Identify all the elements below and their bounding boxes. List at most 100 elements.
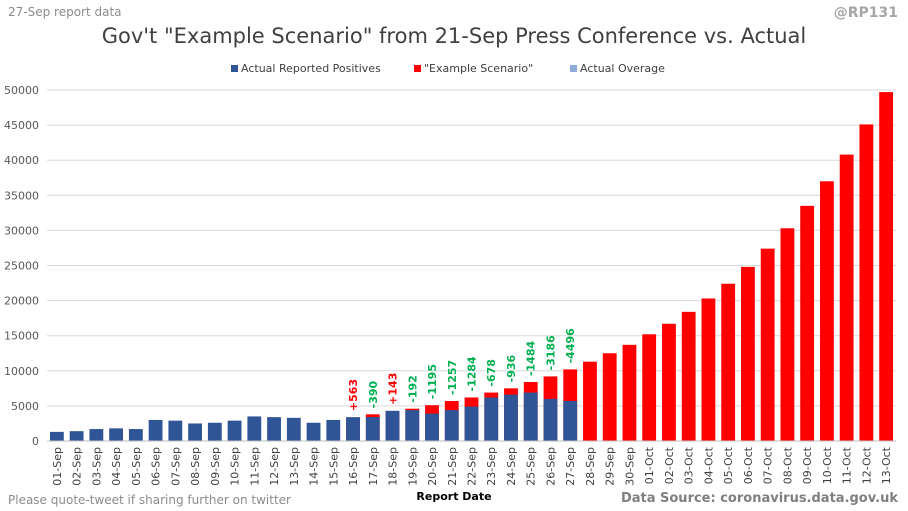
- x-tick-label: 28-Sep: [584, 447, 597, 486]
- report-date-label: 27-Sep report data: [8, 5, 122, 19]
- x-tick-label: 15-Sep: [327, 447, 340, 486]
- x-tick-label: 12-Oct: [860, 446, 873, 484]
- y-tick-label: 20000: [4, 295, 39, 308]
- x-tick-label: 12-Sep: [268, 447, 281, 486]
- y-tick-label: 35000: [4, 189, 39, 202]
- x-tick-label: 04-Oct: [702, 446, 715, 484]
- bar-actual-positives: [346, 417, 360, 441]
- bar-actual-positives: [49, 431, 64, 441]
- x-tick-label: 22-Sep: [466, 447, 479, 486]
- x-tick-label: 21-Sep: [446, 447, 459, 486]
- footer-note: Please quote-tweet if sharing further on…: [8, 493, 291, 507]
- difference-label: +563: [347, 379, 360, 411]
- x-tick-label: 04-Sep: [110, 447, 123, 486]
- difference-label: -678: [485, 359, 498, 387]
- bar-actual-positives: [207, 422, 222, 441]
- bar-example-scenario: [662, 323, 676, 441]
- y-tick-label: 30000: [4, 224, 39, 237]
- x-tick-label: 19-Sep: [406, 447, 419, 486]
- x-tick-label: 05-Oct: [722, 446, 735, 484]
- x-tick-label: 23-Sep: [485, 447, 498, 486]
- bar-example-scenario: [819, 181, 834, 441]
- bar-actual-positives: [464, 406, 479, 441]
- bar-example-scenario: [879, 92, 894, 441]
- x-tick-label: 06-Oct: [742, 446, 755, 484]
- x-tick-label: 02-Oct: [663, 446, 676, 484]
- x-tick-label: 11-Oct: [841, 446, 854, 484]
- difference-label: -1195: [426, 364, 439, 399]
- bar-actual-positives: [484, 397, 499, 441]
- x-tick-label: 17-Sep: [367, 447, 380, 486]
- legend-label: "Example Scenario": [424, 62, 533, 75]
- bar-actual-positives: [188, 423, 202, 441]
- bars: [49, 92, 894, 442]
- difference-label: -390: [367, 380, 380, 408]
- author-handle: @RP131: [833, 5, 898, 21]
- x-tick-label: 03-Sep: [90, 447, 103, 486]
- bar-example-scenario: [760, 248, 775, 441]
- x-tick-label: 20-Sep: [426, 447, 439, 486]
- legend-swatch: [231, 65, 238, 72]
- x-tick-label: 06-Sep: [150, 447, 163, 486]
- y-tick-label: 25000: [4, 260, 39, 273]
- bar-actual-positives: [227, 420, 242, 441]
- x-tick-label: 03-Oct: [683, 446, 696, 484]
- bar-actual-positives: [444, 410, 459, 441]
- legend-swatch: [414, 65, 421, 72]
- x-axis-ticks: 01-Sep 02-Sep 03-Sep 04-Sep 05-Sep 06-Sep 07-S…: [51, 446, 893, 485]
- bar-example-scenario: [859, 124, 874, 441]
- bar-actual-positives: [109, 428, 124, 441]
- legend-label: Actual Reported Positives: [241, 62, 381, 75]
- x-tick-label: 05-Sep: [130, 447, 143, 486]
- bar-example-scenario: [701, 298, 716, 441]
- bar-example-scenario: [642, 334, 657, 441]
- y-tick-label: 5000: [11, 400, 39, 413]
- y-axis-ticks: 0 5000 10000 15000 20000 25000 30000 35000 40000…: [4, 84, 39, 448]
- difference-label: -1257: [446, 360, 459, 395]
- bar-actual-positives: [365, 417, 380, 441]
- x-tick-label: 13-Sep: [288, 447, 301, 486]
- difference-label: -936: [505, 354, 518, 382]
- y-tick-label: 0: [32, 435, 39, 448]
- bar-example-scenario: [622, 344, 637, 441]
- bar-actual-positives: [247, 416, 262, 441]
- x-tick-label: 02-Sep: [71, 447, 84, 486]
- x-tick-label: 01-Oct: [643, 446, 656, 484]
- x-tick-label: 07-Oct: [762, 446, 775, 484]
- difference-label: -1484: [525, 341, 538, 377]
- chart-title: Gov't "Example Scenario" from 21-Sep Pre…: [102, 24, 807, 48]
- bar-example-scenario: [839, 154, 854, 442]
- bar-actual-positives: [69, 431, 84, 441]
- data-source: Data Source: coronavirus.data.gov.uk: [620, 491, 898, 506]
- bar-actual-positives: [148, 419, 163, 441]
- x-tick-label: 18-Sep: [387, 447, 400, 486]
- bar-example-scenario: [800, 205, 815, 441]
- x-tick-label: 08-Sep: [189, 447, 202, 486]
- difference-label: -3186: [544, 335, 557, 371]
- x-tick-label: 09-Sep: [209, 447, 222, 486]
- bar-actual-positives: [326, 419, 341, 441]
- x-tick-label: 24-Sep: [505, 447, 518, 486]
- bar-actual-positives: [504, 394, 518, 441]
- bar-example-scenario: [741, 266, 755, 441]
- x-tick-label: 25-Sep: [525, 447, 538, 486]
- bar-actual-positives: [286, 417, 301, 441]
- x-tick-label: 10-Sep: [229, 447, 242, 486]
- legend: Actual Reported Positives "Example Scenar…: [231, 62, 665, 75]
- bar-actual-positives: [267, 417, 281, 441]
- y-tick-label: 15000: [4, 330, 39, 343]
- bar-actual-positives: [385, 410, 400, 441]
- x-tick-label: 13-Oct: [880, 446, 893, 484]
- x-tick-label: 29-Sep: [604, 447, 617, 486]
- bar-example-scenario: [721, 283, 736, 441]
- bar-actual-positives: [168, 420, 183, 441]
- legend-swatch: [570, 65, 577, 72]
- y-tick-label: 10000: [4, 365, 39, 378]
- bar-actual-positives: [128, 429, 143, 441]
- x-tick-label: 09-Oct: [801, 446, 814, 484]
- bar-example-scenario: [583, 361, 597, 441]
- x-tick-label: 27-Sep: [564, 447, 577, 486]
- x-tick-label: 07-Sep: [169, 447, 182, 486]
